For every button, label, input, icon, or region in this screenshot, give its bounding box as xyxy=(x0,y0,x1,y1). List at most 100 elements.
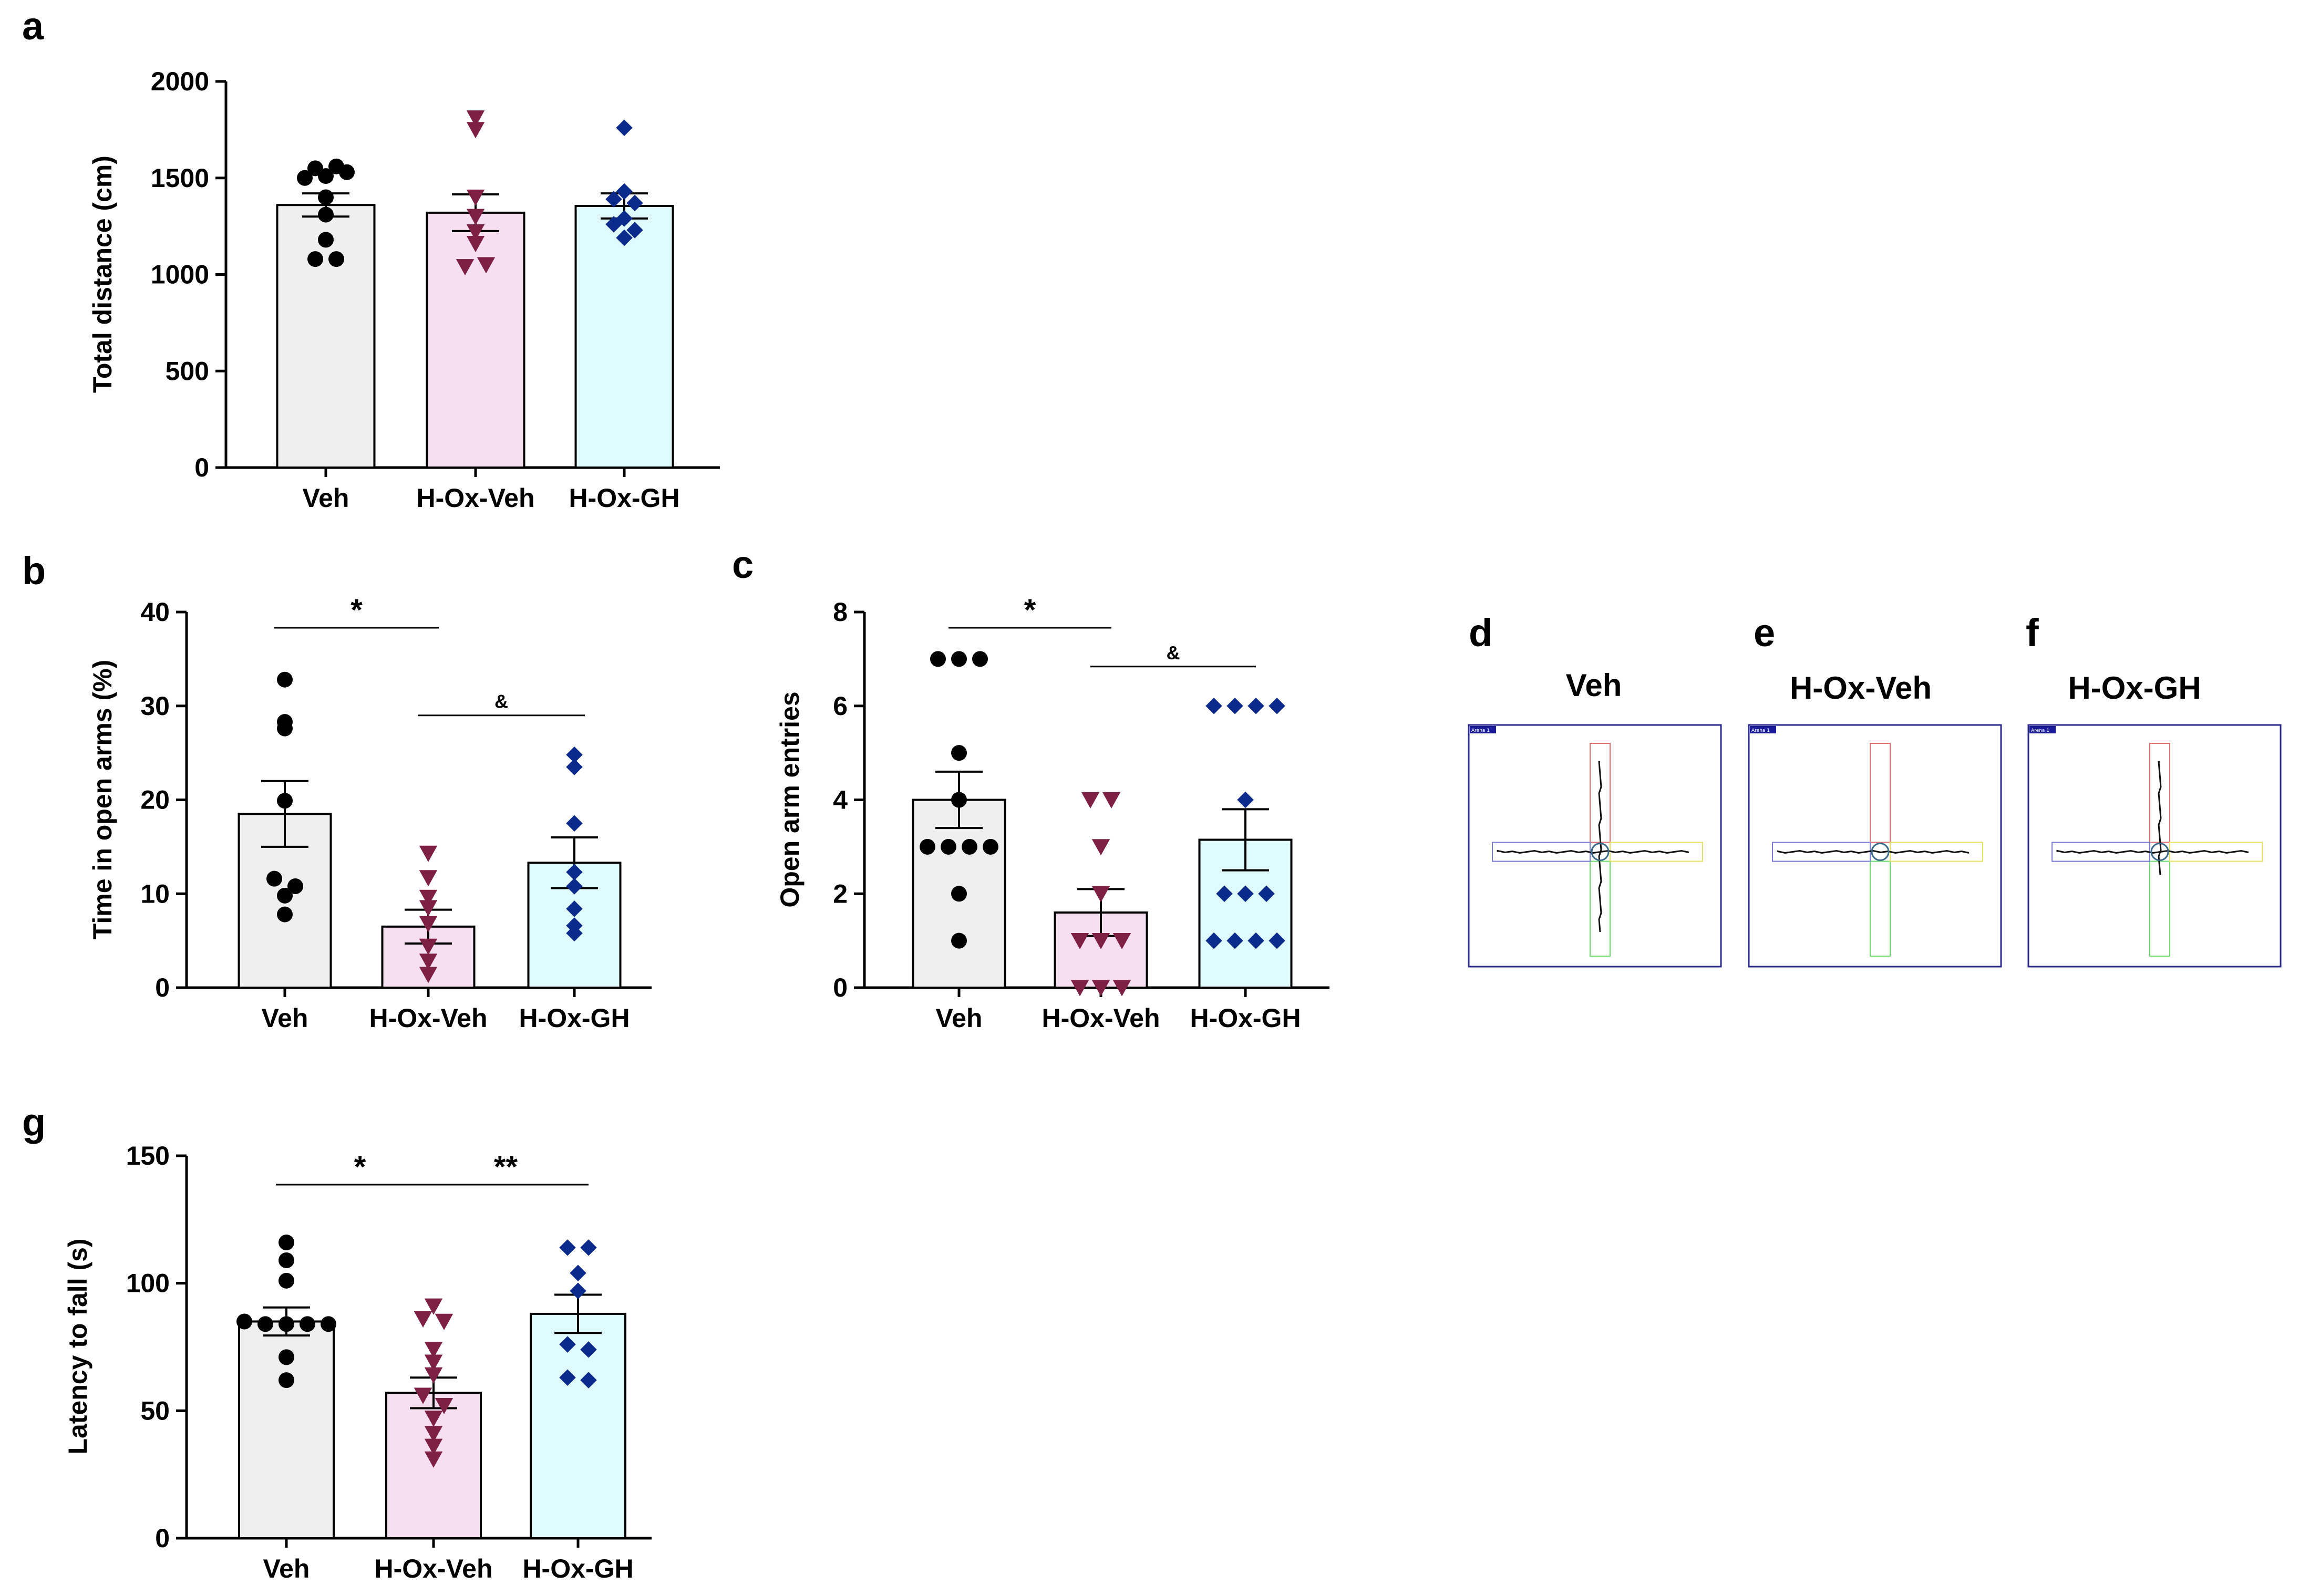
category-label: Veh xyxy=(263,1554,310,1583)
y-axis-title: Open arm entries xyxy=(775,691,805,907)
y-tick-label: 8 xyxy=(833,597,848,627)
panel-letter-c: c xyxy=(732,543,754,586)
arena-tag-label: Arena 1 xyxy=(1751,728,1770,733)
y-tick-label: 6 xyxy=(833,691,848,721)
bar-h-ox-gh xyxy=(530,1312,626,1540)
data-point xyxy=(951,651,967,667)
data-point xyxy=(559,1336,576,1353)
significance-marker: * xyxy=(1024,593,1036,627)
data-point xyxy=(277,671,293,688)
significance-marker: * xyxy=(354,1150,366,1184)
y-tick-label: 0 xyxy=(833,973,848,1002)
y-tick-label: 100 xyxy=(126,1269,170,1298)
data-point xyxy=(279,1372,294,1388)
trajectory-horizontal xyxy=(1497,849,1689,854)
data-point xyxy=(1248,932,1264,949)
data-point xyxy=(626,194,643,212)
category-label: H-Ox-Veh xyxy=(374,1554,492,1583)
maze-panel-e: e H-Ox-Veh Arena 1 xyxy=(1748,611,2002,968)
data-point xyxy=(456,259,475,276)
data-point xyxy=(566,878,583,895)
data-point xyxy=(1205,698,1222,714)
y-tick-label: 10 xyxy=(140,879,170,908)
data-point xyxy=(605,216,622,233)
data-point xyxy=(318,206,334,223)
significance-marker: & xyxy=(494,691,508,712)
data-point xyxy=(1070,980,1089,997)
maze-title: H-Ox-GH xyxy=(2068,670,2201,706)
data-point xyxy=(566,759,583,775)
data-point xyxy=(300,1316,315,1332)
y-tick-label: 4 xyxy=(833,785,848,815)
category-label: H-Ox-GH xyxy=(569,483,679,513)
significance-marker: ** xyxy=(494,1150,518,1184)
data-point xyxy=(419,889,438,906)
data-point xyxy=(279,1252,294,1268)
arena-tag-label: Arena 1 xyxy=(2031,728,2049,733)
category-label: H-Ox-Veh xyxy=(416,483,534,513)
data-point xyxy=(1226,698,1243,714)
data-point xyxy=(466,122,485,139)
data-point xyxy=(266,870,282,887)
data-point xyxy=(419,967,438,983)
category-label: Veh xyxy=(303,483,349,513)
panel-letter-e: e xyxy=(1754,611,1775,655)
data-point xyxy=(566,815,583,832)
data-point xyxy=(287,878,303,894)
data-point xyxy=(605,191,622,208)
trajectory-horizontal xyxy=(2056,849,2249,854)
data-point xyxy=(1216,885,1233,902)
data-point xyxy=(328,251,344,267)
data-point xyxy=(307,251,323,267)
category-label: H-Ox-Veh xyxy=(369,1003,487,1033)
data-point xyxy=(616,229,633,246)
y-tick-label: 20 xyxy=(140,785,170,815)
data-point xyxy=(279,1272,294,1289)
arena-tag xyxy=(1750,726,1776,733)
maze-panel-d: d Veh Arena 1 xyxy=(1468,611,1722,968)
data-point xyxy=(570,1282,586,1299)
y-tick-label: 30 xyxy=(140,691,170,721)
data-point xyxy=(580,1341,597,1358)
data-point xyxy=(419,954,438,970)
data-point xyxy=(1091,839,1110,856)
arena-tag xyxy=(2029,726,2056,733)
data-point xyxy=(466,236,485,253)
data-point xyxy=(580,1239,597,1256)
data-point xyxy=(1102,792,1121,809)
data-point xyxy=(257,1316,273,1332)
data-point xyxy=(1237,791,1254,809)
data-point xyxy=(951,932,967,949)
data-point xyxy=(616,183,633,200)
arena-frame xyxy=(1468,724,1722,968)
y-tick-label: 2 xyxy=(833,879,848,908)
data-point xyxy=(419,938,438,955)
y-tick-label: 0 xyxy=(155,1524,170,1553)
y-tick-label: 1500 xyxy=(151,163,209,193)
maze-panel-f: f H-Ox-GH Arena 1 xyxy=(2026,611,2282,968)
data-point xyxy=(279,1316,294,1332)
category-label: H-Ox-Veh xyxy=(1042,1003,1160,1033)
data-point xyxy=(1248,698,1264,714)
data-point xyxy=(566,864,583,880)
data-point xyxy=(297,170,313,186)
data-point xyxy=(566,925,583,942)
data-point xyxy=(1205,932,1222,949)
chart-c-open-arm-entries: c Open arm entries 0 2 4 6 8 Veh H-Ox-Veh H-Ox-… xyxy=(732,543,1329,1033)
trajectory-center-cluster xyxy=(1591,843,1610,861)
data-point xyxy=(559,1239,576,1256)
data-point xyxy=(983,838,998,855)
trajectory-vertical xyxy=(2158,761,2162,876)
category-label: H-Ox-GH xyxy=(522,1554,633,1583)
bar-h-ox-gh xyxy=(574,205,674,469)
data-point xyxy=(236,1313,252,1330)
data-point xyxy=(339,164,355,180)
data-point xyxy=(435,1397,453,1415)
data-point xyxy=(1237,885,1254,902)
data-point xyxy=(1258,885,1275,902)
data-point xyxy=(279,1235,294,1251)
data-point xyxy=(951,792,967,808)
data-point xyxy=(321,1316,336,1332)
data-point xyxy=(930,651,946,667)
panel-letter-f: f xyxy=(2026,611,2039,655)
